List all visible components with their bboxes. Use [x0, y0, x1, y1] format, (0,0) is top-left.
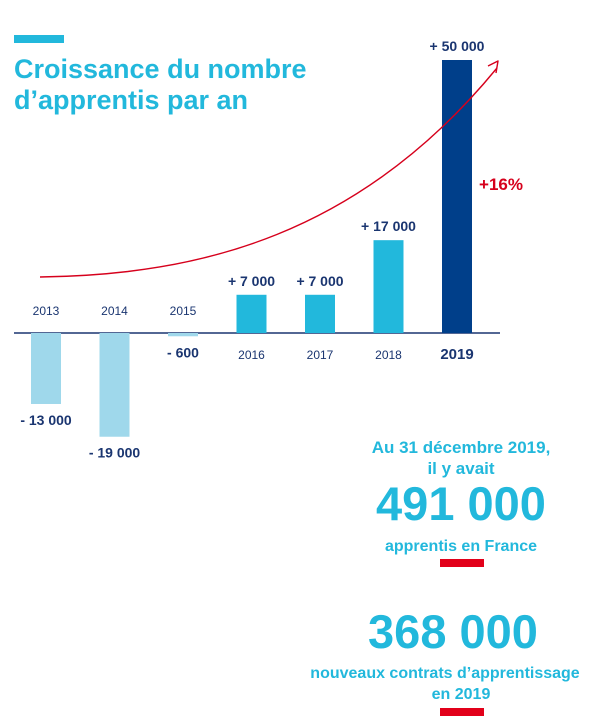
- value-label-2016: + 7 000: [228, 273, 275, 289]
- bar-2016: [236, 294, 267, 333]
- bar-2018: [373, 240, 404, 333]
- bar-chart: 2013 - 13 000 2014 - 19 000 2015 - 600 2016 + 7…: [14, 38, 523, 461]
- value-label-2015: - 600: [167, 344, 199, 360]
- trend-arrow-icon: [487, 60, 499, 74]
- bar-2017: [305, 294, 335, 333]
- category-label-2014: 2014: [101, 304, 128, 318]
- contrats-total-value: 368 000: [368, 605, 538, 658]
- category-label-2016: 2016: [238, 348, 265, 362]
- red-underline-accent: [440, 708, 484, 716]
- chart-title: Croissance du nombre d’apprentis par an: [14, 54, 307, 115]
- value-label-2013: - 13 000: [20, 412, 72, 428]
- contrats-caption-line-2: en 2019: [431, 686, 491, 703]
- bar-2014: [99, 333, 130, 437]
- apprentis-total-value: 491 000: [376, 477, 546, 530]
- trend-curve: [39, 67, 498, 278]
- value-label-2014: - 19 000: [89, 445, 141, 461]
- category-label-2018: 2018: [375, 348, 402, 362]
- value-label-2019: + 50 000: [430, 38, 485, 54]
- stat-intro-line-2: il y avait: [427, 459, 495, 478]
- category-label-2019: 2019: [440, 346, 473, 363]
- category-label-2017: 2017: [307, 348, 334, 362]
- title-accent-bar: [14, 35, 64, 43]
- trend-label: +16%: [479, 175, 523, 194]
- value-label-2017: + 7 000: [296, 273, 343, 289]
- red-underline-accent: [440, 559, 484, 567]
- category-label-2015: 2015: [170, 304, 197, 318]
- bar-2019: [442, 60, 472, 333]
- apprentis-total-caption: apprentis en France: [384, 538, 538, 555]
- stat-intro-line-1: Au 31 décembre 2019,: [371, 438, 551, 457]
- bar-2013: [31, 333, 61, 404]
- contrats-caption-line-1: nouveaux contrats d’apprentissage: [310, 665, 580, 682]
- value-label-2018: + 17 000: [361, 218, 416, 234]
- category-label-2013: 2013: [33, 304, 60, 318]
- bar-2015: [168, 333, 198, 337]
